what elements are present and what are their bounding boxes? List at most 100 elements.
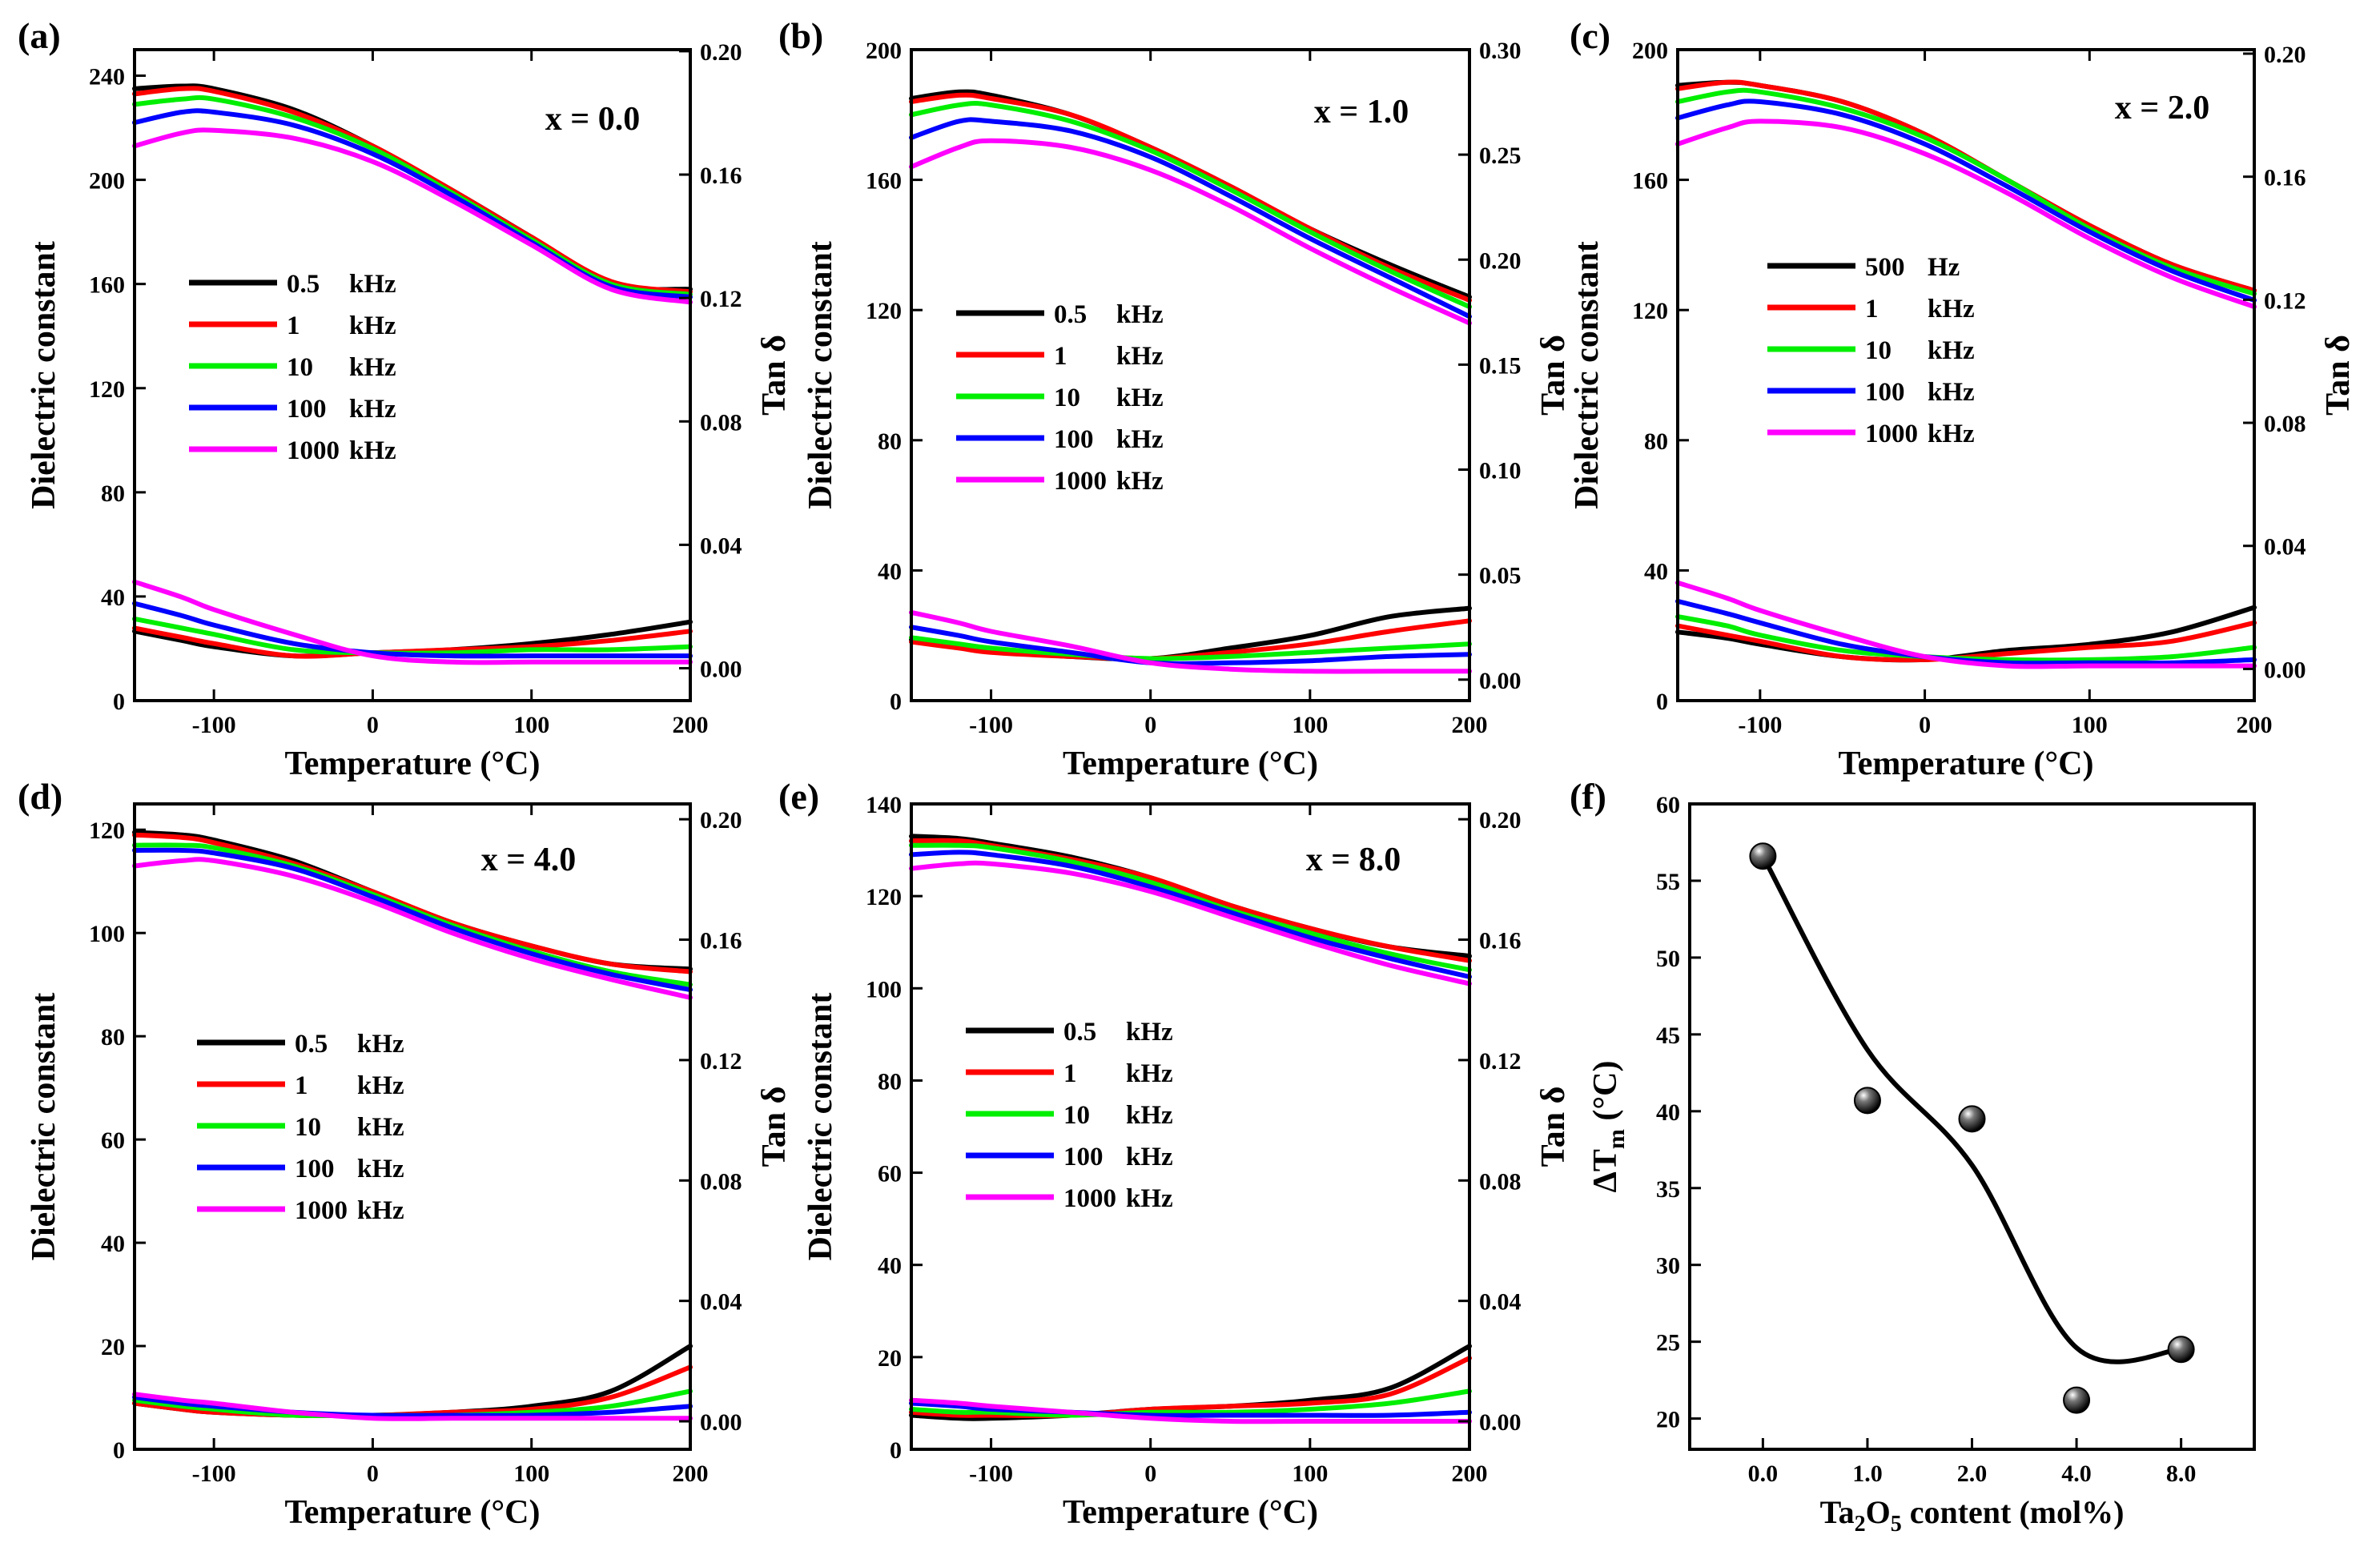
x-tick-label: 100 [513,1461,549,1487]
data-point [2063,1386,2091,1414]
x-axis-label: Temperature (°C) [285,745,541,782]
legend-unit: kHz [1116,425,1164,454]
tan-line-10kHz [909,635,1472,661]
legend-unit: kHz [1928,295,1975,323]
legend-unit: kHz [1126,1059,1173,1088]
dielectric-line-100kHz [909,850,1472,979]
y-tick-label: 0 [1656,689,1668,715]
y-tick-label: 200 [89,168,125,195]
y-tick-label: 0 [890,689,902,715]
y2-tick-label: 0.08 [700,409,742,436]
y-tick-label: 80 [878,428,902,455]
y2-axis-label: Tan δ [2320,335,2357,416]
y2-tick-label: 0.15 [1479,352,1522,379]
legend-frequency: 10 [1865,336,1892,365]
legend-frequency: 100 [1054,425,1094,454]
legend-unit: kHz [1928,420,1975,448]
data-point [1958,1105,1986,1133]
y-tick-label: 160 [866,168,902,195]
y-tick-label: 140 [866,792,902,818]
y-tick-label: 60 [1656,792,1680,818]
legend-unit: kHz [1126,1184,1173,1213]
composition-annotation: x = 1.0 [1314,94,1409,131]
legend-unit: kHz [1928,336,1975,365]
plot-frame [910,48,1471,702]
legend-unit: kHz [1126,1101,1173,1130]
y2-tick-label: 0.08 [1479,1168,1522,1195]
panel-f: 0.0 1.0 2.0 4.0 8.0 20 25 30 35 40 45 50 55 60 Ta2O5 c… [1570,776,2256,1537]
x-tick-label: 100 [2072,712,2108,738]
dielectric-line-1000kHz [1675,119,2257,310]
legend-frequency: 1000 [1063,1184,1116,1213]
y-tick-label: 40 [101,585,125,611]
y2-tick-label: 0.04 [2264,534,2306,561]
y2-tick-label: 0.00 [2264,657,2306,683]
plot-frame [133,802,692,1451]
y-tick-label: 160 [89,272,125,299]
legend-frequency: 1 [1063,1059,1077,1088]
label-part: Ta [1820,1494,1855,1530]
tan-line-1000kHz [1675,580,2257,669]
x-tick-label: -100 [969,712,1013,738]
legend-frequency: 0.5 [1054,300,1087,329]
x-tick-label: 200 [1452,1461,1488,1487]
y-tick-label: 60 [101,1127,125,1154]
x-axis-label: Ta2O5 content (mol%) [1820,1494,2125,1537]
y-axis-label: ΔTm (°C) [1587,1061,1630,1193]
tan-line-1000kHz [909,1397,1472,1424]
y2-axis-label: Tan δ [756,1087,793,1167]
legend-frequency: 10 [287,353,313,382]
x-tick-label: -100 [192,1461,236,1487]
legend: 0.5 kHz 1 kHz 10 kHz 100 kHz 1000 kHz [189,270,396,465]
y-tick-label: 40 [878,1253,902,1280]
legend-unit: kHz [349,395,396,424]
y2-tick-label: 0.16 [1479,928,1522,954]
y2-tick-label: 0.20 [700,807,742,834]
legend-frequency: 0.5 [295,1030,328,1059]
dielectric-line-100kHz [1675,98,2257,303]
x-tick-label: -100 [192,712,236,738]
y2-tick-label: 0.12 [700,286,742,312]
y-tick-label: 60 [878,1161,902,1187]
dielectric-line-1000kHz [132,857,693,1000]
panel-c: -100 0 100 200 0 40 80 120 160 200 0.00 0.04 0.08 0.1… [1569,15,2357,782]
tan-line-100kHz [909,1400,1472,1418]
y2-tick-label: 0.00 [1479,668,1522,694]
y-axis-label: Dielectric constant [802,241,839,509]
composition-annotation: x = 8.0 [1306,842,1401,878]
x-axis-label: Temperature (°C) [1063,745,1318,782]
legend-frequency: 1 [1865,295,1879,323]
y-axis-label: Dielectric constant [26,993,62,1261]
legend-unit: kHz [357,1030,404,1059]
x-tick-label: -100 [1738,712,1782,738]
composition-annotation: x = 0.0 [545,101,640,138]
panel-label: (c) [1570,15,1610,56]
x-tick-label: 0 [1919,712,1931,738]
y2-tick-label: 0.08 [700,1168,742,1195]
legend: 0.5 kHz 1 kHz 10 kHz 100 kHz 1000 kHz [966,1018,1173,1213]
y-tick-label: 120 [1632,298,1668,324]
legend-frequency: 100 [295,1155,335,1183]
y-tick-label: 35 [1656,1176,1680,1203]
tan-line-1000kHz [132,1392,693,1421]
y2-axis-label: Tan δ [756,335,793,416]
legend-unit: Hz [1928,253,1960,282]
tan-line-10kHz [909,1388,1472,1418]
y2-tick-label: 0.20 [700,39,742,66]
panel-label: (e) [778,776,819,817]
x-axis-label: Temperature (°C) [1839,745,2094,782]
panel-b: -100 0 100 200 0 40 80 120 160 200 0.00 0.05 0.10 0.1… [778,15,1572,782]
y-tick-label: 0 [113,1437,125,1464]
legend-unit: kHz [357,1113,404,1142]
dielectric-line-100kHz [132,847,693,993]
y-tick-label: 80 [1644,428,1668,455]
y2-tick-label: 0.25 [1479,143,1522,169]
y-tick-label: 120 [89,818,125,844]
fit-curve [1760,854,2184,1364]
legend-frequency: 500 [1865,253,1905,282]
y-tick-label: 100 [866,976,902,1002]
legend-frequency: 1000 [287,436,340,465]
x-tick-label: 0 [367,712,379,738]
y-tick-label: 20 [101,1334,125,1360]
